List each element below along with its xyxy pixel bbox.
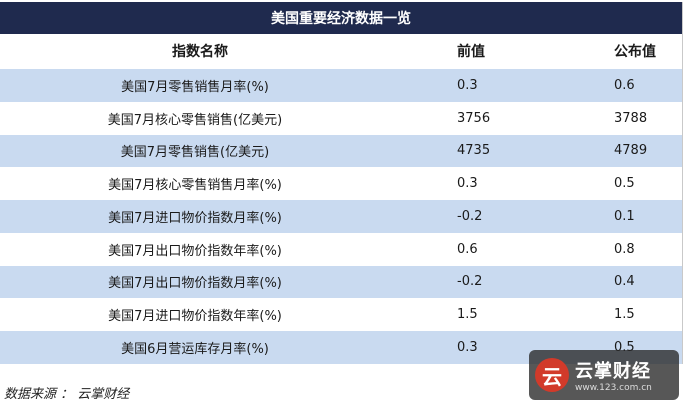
row-prev: 0.6 xyxy=(457,241,478,257)
row-actual: 0.6 xyxy=(614,77,635,93)
table-row: 美国6月营运库存月率(%) 0.3 0.5 xyxy=(0,331,682,364)
row-name: 美国7月出口物价指数月率(%) xyxy=(108,276,282,292)
row-prev: 0.3 xyxy=(457,77,478,93)
table-row: 美国7月核心零售销售(亿美元) 3756 3788 xyxy=(0,101,682,135)
header-prev: 前值 xyxy=(457,44,485,60)
row-prev: 0.3 xyxy=(457,176,478,192)
row-name: 美国7月零售销售月率(%) xyxy=(121,79,269,95)
row-prev: -0.2 xyxy=(457,208,483,224)
row-name: 美国7月进口物价指数月率(%) xyxy=(108,210,282,226)
data-table: 美国重要经济数据一览 指数名称 前值 公布值 美国7月零售销售月率(%) 0.3… xyxy=(0,2,683,364)
row-prev: 0.3 xyxy=(457,339,478,355)
table-row: 美国7月核心零售销售月率(%) 0.3 0.5 xyxy=(0,167,682,200)
table-row: 美国7月进口物价指数月率(%) -0.2 0.1 xyxy=(0,200,682,233)
watermark-url: www.123.com.cn xyxy=(575,383,652,393)
row-actual: 0.1 xyxy=(614,208,635,224)
row-name: 美国7月出口物价指数年率(%) xyxy=(108,243,282,259)
table-row: 美国7月出口物价指数年率(%) 0.6 0.8 xyxy=(0,232,682,266)
data-source-note: 数据来源 ： 云掌财经 xyxy=(4,387,130,402)
row-actual: 4789 xyxy=(614,143,648,159)
table-row: 美国7月出口物价指数月率(%) -0.2 0.4 xyxy=(0,265,682,299)
row-actual: 0.5 xyxy=(614,176,635,192)
table-row: 美国7月进口物价指数年率(%) 1.5 1.5 xyxy=(0,298,682,331)
row-name: 美国7月核心零售销售(亿美元) xyxy=(107,112,283,128)
row-prev: 1.5 xyxy=(457,307,478,323)
table-title: 美国重要经济数据一览 xyxy=(0,2,682,34)
watermark-text: 云掌财经 www.123.com.cn xyxy=(575,357,652,393)
row-actual: 0.8 xyxy=(614,241,635,257)
header-actual: 公布值 xyxy=(614,44,656,60)
row-name: 美国7月零售销售(亿美元) xyxy=(120,145,270,161)
watermark: 云 云掌财经 www.123.com.cn xyxy=(529,350,679,400)
row-actual: 0.4 xyxy=(614,274,635,290)
yunzhang-logo-icon: 云 xyxy=(535,358,569,392)
row-prev: -0.2 xyxy=(457,274,483,290)
row-actual: 3788 xyxy=(614,110,648,126)
row-prev: 3756 xyxy=(457,110,491,126)
header-name: 指数名称 xyxy=(172,44,228,60)
row-actual: 1.5 xyxy=(614,307,635,323)
row-prev: 4735 xyxy=(457,143,491,159)
row-name: 美国6月营运库存月率(%) xyxy=(121,341,269,357)
row-name: 美国7月核心零售销售月率(%) xyxy=(108,178,282,194)
table-row: 美国7月零售销售(亿美元) 4735 4789 xyxy=(0,134,682,168)
row-name: 美国7月进口物价指数年率(%) xyxy=(108,309,282,325)
watermark-name: 云掌财经 xyxy=(575,361,651,382)
header-row: 指数名称 前值 公布值 xyxy=(0,34,682,69)
table-row: 美国7月零售销售月率(%) 0.3 0.6 xyxy=(0,69,682,102)
